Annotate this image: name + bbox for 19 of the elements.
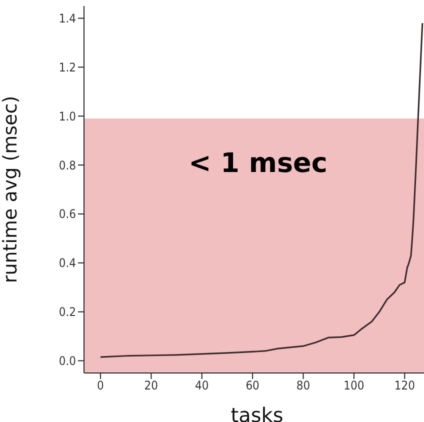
y-tick-label: 0.0 (58, 354, 76, 368)
y-tick-label: 1.2 (58, 60, 76, 74)
y-tick-label: 1.0 (58, 109, 76, 124)
annotation: < 1 msec (188, 148, 328, 179)
x-tick-label: 80 (296, 378, 310, 393)
x-tick-label: 120 (394, 378, 416, 393)
y-axis-title: runtime avg (msec) (0, 96, 22, 284)
line-series (100, 22, 424, 358)
x-tick-label: 0 (97, 378, 104, 393)
y-tick-label: 1.4 (58, 11, 76, 26)
y-tick-label: 0.4 (58, 256, 76, 270)
x-tick-label: 20 (144, 378, 158, 393)
x-tick-label: 40 (195, 378, 209, 393)
y-tick-label: 0.8 (58, 158, 76, 172)
y-tick-label: 0.2 (58, 305, 76, 320)
y-tick-label: 0.6 (58, 207, 76, 222)
x-tick-label: 100 (344, 378, 364, 393)
x-tick-label: 60 (246, 378, 260, 393)
x-axis-title: tasks (230, 403, 284, 422)
